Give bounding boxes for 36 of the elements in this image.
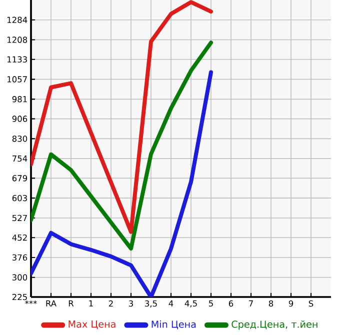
- legend-label: Max Цена: [68, 320, 116, 330]
- x-tick-label: 4,5: [184, 300, 197, 308]
- y-tick-label: 906: [12, 116, 28, 122]
- y-tick-label: 1284: [7, 16, 28, 24]
- y-tick-label: 603: [12, 194, 27, 202]
- line-series: [31, 40, 214, 251]
- x-tick-label: RA: [46, 300, 56, 306]
- y-tick-label: 300: [12, 274, 28, 281]
- y-tick-label: 830: [12, 136, 28, 142]
- x-tick-label: 8: [268, 300, 274, 307]
- x-tick-label: 5: [209, 300, 213, 307]
- x-tick-label: 1: [89, 300, 93, 306]
- y-tick-label: 1208: [7, 36, 28, 43]
- x-tick-label: 3: [129, 300, 133, 307]
- y-tick-label: 527: [12, 214, 27, 222]
- x-tick-label: R: [68, 300, 74, 306]
- legend-label: Min Цена: [152, 320, 196, 330]
- y-tick-label: 1133: [7, 56, 27, 63]
- x-tick-label: 7: [249, 300, 253, 306]
- x-tick-label: 2: [108, 300, 113, 307]
- y-tick-label: 679: [12, 175, 28, 182]
- x-tick-label: ***: [25, 300, 37, 304]
- x-tick-label: 6: [228, 300, 234, 307]
- y-tick-label: 754: [12, 156, 28, 162]
- x-tick-label: S: [308, 300, 314, 307]
- y-tick-label: 981: [12, 96, 27, 102]
- x-tick-label: 4: [168, 300, 174, 306]
- y-tick-label: 376: [12, 254, 28, 261]
- line-series: [31, 0, 214, 234]
- y-tick-label: 225: [12, 294, 27, 300]
- line-series: [31, 70, 214, 297]
- x-tick-label: 3,5: [145, 300, 157, 308]
- legend-label: Сред.Цена, т.йен: [232, 320, 318, 330]
- y-tick-label: 1057: [7, 76, 27, 82]
- y-tick-label: 452: [12, 234, 27, 241]
- x-tick-label: 9: [288, 300, 294, 307]
